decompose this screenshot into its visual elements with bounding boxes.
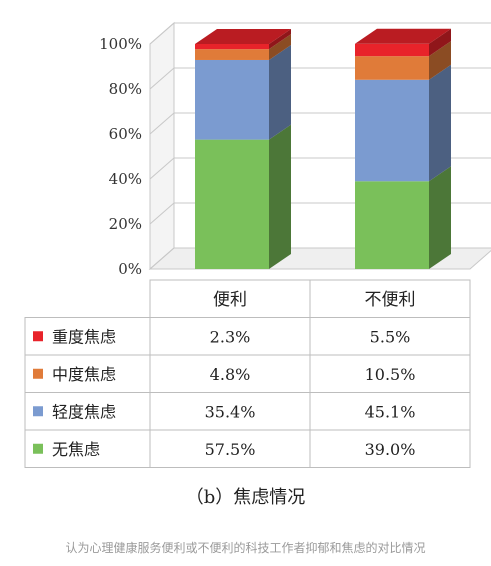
bar-segment-side <box>429 64 451 182</box>
data-label: 4.8% <box>210 365 251 384</box>
figure-caption: 认为心理健康服务便利或不便利的科技工作者抑郁和焦虑的对比情况 <box>65 541 426 555</box>
y-tick-label: 40% <box>109 170 142 188</box>
bar-segment-side <box>269 44 291 140</box>
bar-top <box>355 28 451 44</box>
y-tick-label: 80% <box>109 80 142 98</box>
bar-segment <box>195 44 269 50</box>
bar-segment <box>355 43 429 57</box>
bar-segment <box>355 79 429 182</box>
gridline-side <box>149 157 175 180</box>
side-wall <box>149 21 175 271</box>
category-label: 便利 <box>213 290 247 310</box>
category-label: 不便利 <box>365 290 416 310</box>
bar-segment-side <box>269 124 291 269</box>
legend-label: 无焦虑 <box>52 440 100 459</box>
legend-label: 中度焦虑 <box>52 365 116 384</box>
bar-segment <box>355 181 429 269</box>
data-label: 57.5% <box>205 440 256 459</box>
bar-segment-side <box>429 41 451 80</box>
gridline-side <box>149 202 175 225</box>
bar-segment <box>355 56 429 80</box>
bar-segment-side <box>429 28 451 57</box>
data-label: 39.0% <box>365 440 416 459</box>
bar-segment-side <box>269 29 291 50</box>
gridline-side <box>149 67 175 90</box>
chart-subtitle: （b）焦虑情况 <box>185 487 306 508</box>
y-tick-label: 0% <box>118 260 142 278</box>
legend-swatch <box>33 368 43 379</box>
bar-segment-side <box>429 166 451 269</box>
legend-label: 轻度焦虑 <box>52 402 116 421</box>
legend-label: 重度焦虑 <box>52 327 116 346</box>
bar-top <box>195 29 291 44</box>
gridline-side <box>149 112 175 135</box>
y-tick-label: 100% <box>99 35 142 53</box>
data-label: 10.5% <box>365 365 416 384</box>
legend-swatch <box>33 331 43 342</box>
legend-swatch <box>33 443 43 454</box>
gridline-side <box>149 247 175 270</box>
bar-segment <box>195 139 269 269</box>
y-tick-label: 20% <box>109 215 142 233</box>
bar-segment-side <box>269 34 291 60</box>
data-label: 2.3% <box>210 327 251 346</box>
bar-segment <box>195 49 269 60</box>
gridline-side <box>149 22 175 45</box>
legend-swatch <box>33 406 43 417</box>
bar-segment <box>195 59 269 140</box>
y-tick-label: 60% <box>109 125 142 143</box>
data-label: 5.5% <box>370 327 411 346</box>
data-label: 45.1% <box>365 402 416 421</box>
data-label: 35.4% <box>205 402 256 421</box>
